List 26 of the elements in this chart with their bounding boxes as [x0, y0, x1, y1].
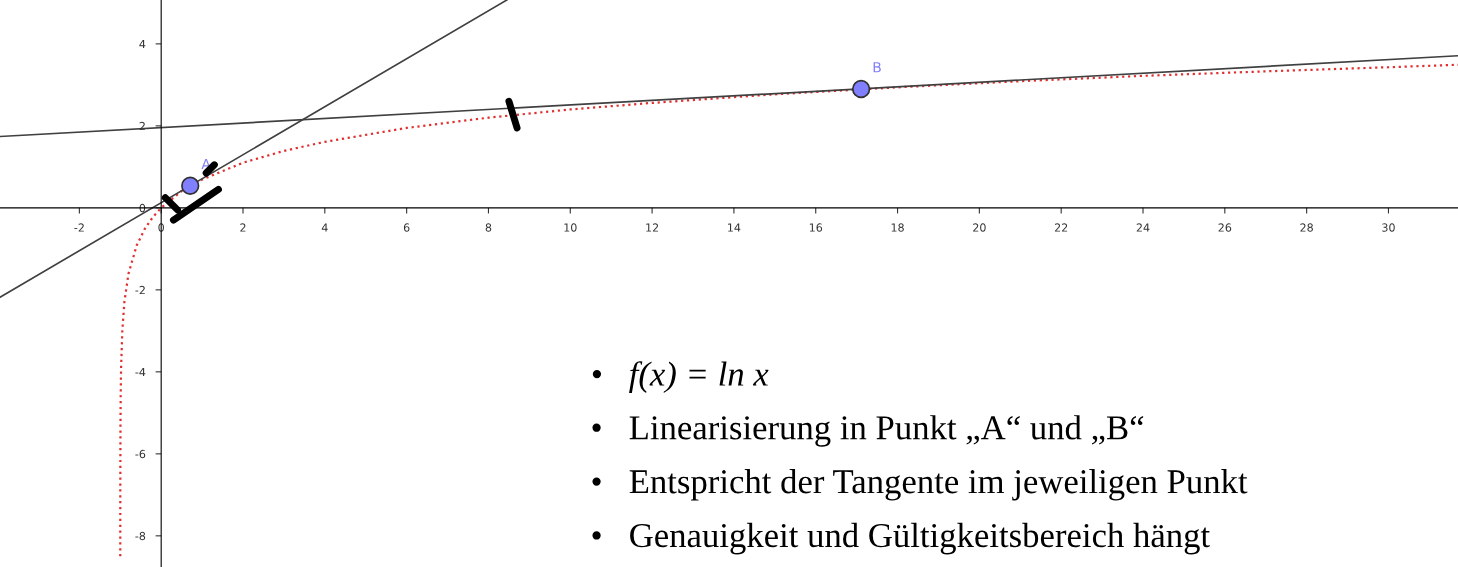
x-tick-label: 8 — [485, 223, 492, 232]
x-tick-label: 18 — [891, 223, 904, 232]
annotation: • Linearisierung in Punkt „A“ und „B“ — [592, 415, 1144, 447]
x-tick-label: -2 — [74, 223, 84, 232]
x-tick-label: 16 — [809, 223, 823, 232]
x-tick-label: 4 — [321, 223, 328, 232]
x-tick-label: 20 — [973, 223, 986, 232]
y-tick-label: -4 — [135, 367, 146, 377]
x-tick-label: 6 — [403, 223, 410, 232]
x-tick-label: 26 — [1218, 223, 1232, 232]
y-tick-label: -2 — [135, 285, 145, 295]
x-tick-label: 30 — [1382, 223, 1395, 232]
x-tick-label: 22 — [1054, 223, 1068, 232]
x-tick-label: 24 — [1136, 223, 1150, 232]
x-tick-label: 12 — [646, 223, 659, 232]
annotation: B — [873, 62, 881, 73]
x-tick-label: 28 — [1300, 223, 1313, 232]
y-tick-label: 4 — [139, 39, 146, 49]
annotation: • f(x) = ln x — [592, 361, 769, 393]
x-tick-label: 10 — [564, 223, 577, 232]
x-tick-label: 14 — [728, 223, 741, 232]
y-tick-label: -8 — [135, 531, 146, 541]
y-tick-label: -6 — [135, 449, 146, 459]
annotation: • Genauigkeit und Gültigkeitsbereich hängt — [592, 522, 1210, 555]
annotation: • Entspricht der Tangente im jeweiligen Punkt — [592, 468, 1248, 501]
x-tick-label: 2 — [240, 223, 246, 232]
